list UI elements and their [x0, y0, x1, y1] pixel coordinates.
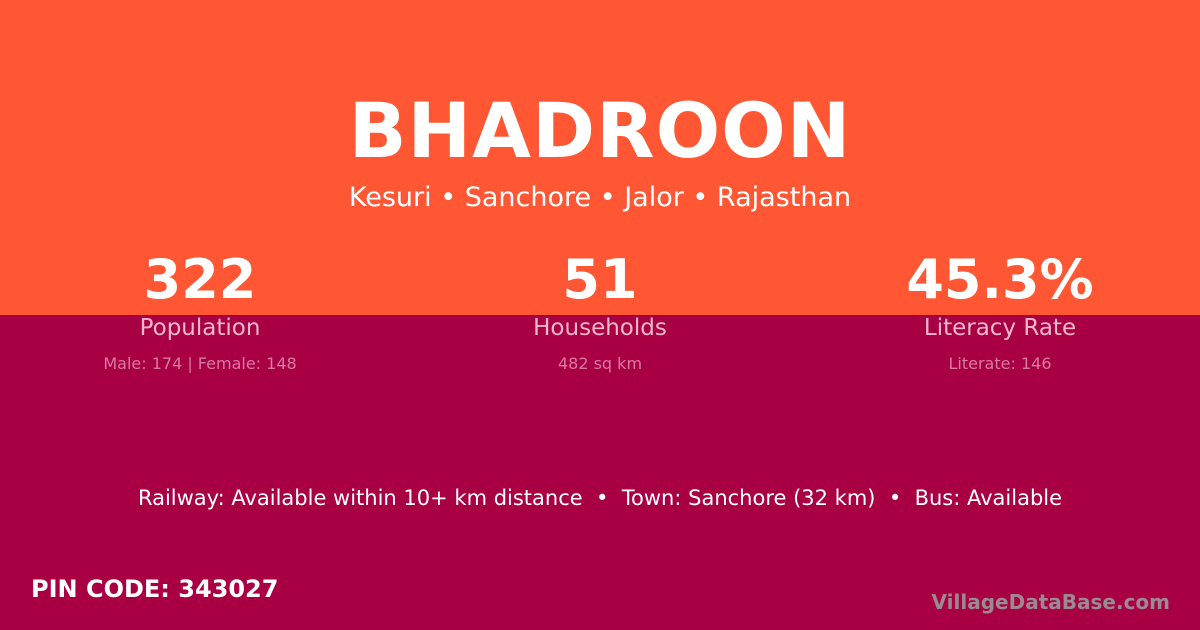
population-detail: Male: 174 | Female: 148	[103, 354, 297, 373]
population-label: Population	[139, 315, 261, 341]
literacy-value: 45.3%	[906, 248, 1094, 311]
population-value: 322	[143, 248, 257, 311]
brand-watermark: VillageDataBase.com	[931, 590, 1170, 614]
households-label: Households	[533, 315, 667, 341]
literacy-detail: Literate: 146	[948, 354, 1052, 373]
households-value: 51	[562, 248, 638, 311]
village-name: BHADROON	[348, 86, 852, 175]
location-breadcrumb: Kesuri • Sanchore • Jalor • Rajasthan	[348, 182, 852, 213]
connectivity-info: Railway: Available within 10+ km distanc…	[137, 486, 1063, 510]
header-band	[0, 0, 1200, 315]
pin-code: PIN CODE: 343027	[31, 575, 279, 603]
literacy-label: Literacy Rate	[923, 315, 1077, 341]
households-detail: 482 sq km	[557, 354, 643, 373]
